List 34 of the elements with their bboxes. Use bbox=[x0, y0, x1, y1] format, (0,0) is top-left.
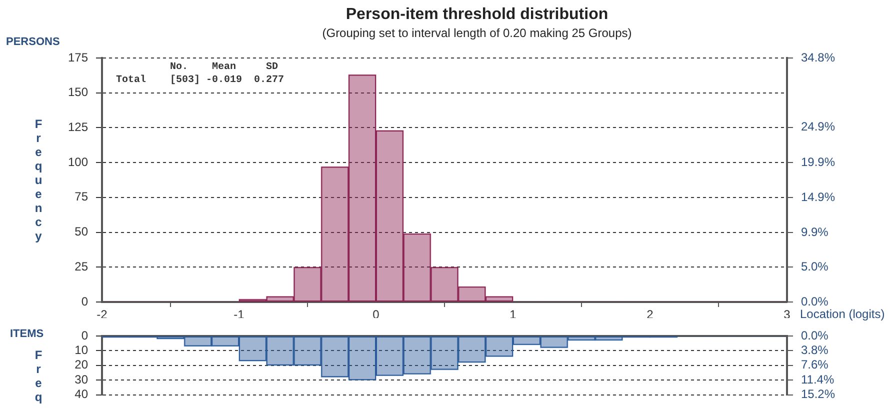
y-tick-label: 0 bbox=[81, 294, 88, 308]
y2-tick-label: 24.9% bbox=[801, 120, 836, 134]
text: Frequency bbox=[34, 117, 42, 243]
y-tick-label: 75 bbox=[74, 190, 88, 204]
y2-tick-label: 34.8% bbox=[801, 50, 836, 64]
y2-tick-label: 11.4% bbox=[801, 372, 834, 386]
y-axis-title: Freq bbox=[34, 348, 43, 404]
chart-title: Person-item threshold distribution bbox=[344, 6, 610, 24]
y-tick-label: 100 bbox=[68, 154, 88, 169]
x-axis-title: Location (logits) bbox=[800, 307, 885, 321]
y2-tick-label: 0.0% bbox=[801, 328, 829, 342]
y2-tick-label: 14.9% bbox=[801, 190, 836, 204]
y2-tick-label: 3.8% bbox=[801, 343, 829, 358]
y-tick-label: 125 bbox=[68, 120, 88, 134]
y-tick-label: 175 bbox=[68, 50, 88, 64]
y-tick-label: 20 bbox=[74, 358, 88, 372]
y-tick-label: 150 bbox=[68, 85, 88, 100]
y2-tick-label: 0.0% bbox=[801, 294, 829, 308]
y-tick-label: 25 bbox=[74, 259, 88, 274]
y2-tick-label: 7.6% bbox=[801, 358, 829, 372]
y-tick-label: 10 bbox=[74, 343, 88, 358]
y-tick-label: 40 bbox=[74, 387, 88, 402]
y2-tick-label: 19.9% bbox=[801, 154, 836, 169]
annotation: Total [503] -0.019 0.277 bbox=[116, 75, 284, 86]
y2-tick-label: 15.2% bbox=[801, 387, 836, 402]
y-tick-label: 0 bbox=[81, 328, 88, 342]
text: PERSONS bbox=[6, 36, 60, 48]
text: ITEMS bbox=[10, 328, 44, 340]
annotation: No. Mean SD bbox=[169, 62, 278, 73]
y2-tick-label: 9.9% bbox=[801, 224, 829, 239]
y-tick-label: 50 bbox=[74, 224, 88, 239]
y2-tick-label: 5.0% bbox=[801, 259, 829, 274]
y-tick-label: 30 bbox=[74, 372, 88, 386]
chart-subtitle: (Grouping set to interval length of 0.20 making 25 Groups) bbox=[322, 26, 632, 40]
